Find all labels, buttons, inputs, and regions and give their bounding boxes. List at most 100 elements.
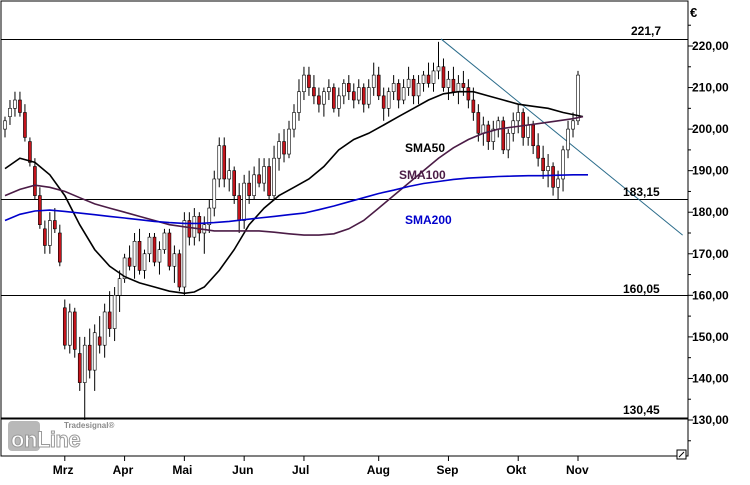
candle-body xyxy=(272,157,276,196)
x-tick-label: Jun xyxy=(232,463,253,477)
candle xyxy=(317,87,321,113)
candle xyxy=(142,249,147,279)
candle xyxy=(536,133,540,167)
candle xyxy=(107,291,112,337)
candle xyxy=(187,212,192,246)
x-tick-label: Apr xyxy=(113,463,134,477)
candle xyxy=(561,145,565,192)
candle-body xyxy=(322,91,326,105)
candle-body xyxy=(152,236,157,263)
candle-body xyxy=(282,141,286,155)
candle-body xyxy=(401,87,406,101)
x-tick-label: Nov xyxy=(566,463,589,477)
x-tick-label: Sep xyxy=(436,463,458,477)
level-label-160: 160,05 xyxy=(623,282,660,296)
candle xyxy=(117,270,122,312)
candle-body xyxy=(406,78,411,88)
candle xyxy=(302,66,306,101)
y-tick-label: 200,00 xyxy=(692,122,729,136)
y-tick-label: 150,00 xyxy=(692,330,729,344)
candle xyxy=(376,66,381,101)
candle-body xyxy=(371,74,376,88)
candle xyxy=(272,145,276,200)
candle xyxy=(58,224,62,267)
candle-body xyxy=(526,124,530,138)
candle-body xyxy=(496,120,501,130)
candle-body xyxy=(302,74,306,93)
currency-label: € xyxy=(690,5,697,20)
candle-body xyxy=(222,145,227,180)
candle xyxy=(172,245,177,283)
candle-body xyxy=(307,74,311,88)
candle-body xyxy=(312,87,316,97)
candle-body xyxy=(8,108,12,117)
candle-body xyxy=(132,241,137,267)
candle xyxy=(167,228,172,271)
x-tick-label: Okt xyxy=(506,463,526,477)
y-tick-label: 170,00 xyxy=(692,247,729,261)
candle xyxy=(386,87,391,117)
candle xyxy=(177,249,182,292)
candle xyxy=(87,328,92,379)
candle-body xyxy=(366,87,371,105)
tradesignal-logo: Tradesignal® onLine xyxy=(8,421,114,453)
candle-body xyxy=(62,307,67,346)
candle xyxy=(102,303,107,358)
candle-body xyxy=(28,141,32,163)
candle-body xyxy=(232,170,236,196)
candle-body xyxy=(247,182,251,196)
candle xyxy=(147,233,152,263)
candle xyxy=(351,83,356,109)
candle-body xyxy=(82,344,87,383)
candle xyxy=(252,166,256,200)
candle-body xyxy=(342,83,346,97)
candle xyxy=(506,129,511,159)
candle-body xyxy=(18,99,22,113)
candle xyxy=(297,79,301,121)
candle xyxy=(157,241,162,275)
candle-body xyxy=(351,91,356,101)
candle-body xyxy=(461,83,466,88)
sma200-line xyxy=(4,174,588,225)
y-tick-label: 160,00 xyxy=(692,288,729,302)
candle-body xyxy=(122,257,127,280)
candle xyxy=(232,166,236,204)
candle-body xyxy=(436,66,441,72)
candle xyxy=(33,158,37,200)
candle-body xyxy=(217,145,222,180)
candle-body xyxy=(87,344,92,371)
candle-body xyxy=(252,174,256,196)
candle-body xyxy=(431,70,436,84)
sma50-label: SMA50 xyxy=(405,141,445,155)
candle-body xyxy=(192,216,197,238)
level-label-221: 221,7 xyxy=(631,24,661,38)
candle xyxy=(137,228,142,275)
candle xyxy=(92,324,97,391)
candle-body xyxy=(97,336,102,346)
candle xyxy=(431,62,436,92)
candle-body xyxy=(327,87,331,93)
candle-body xyxy=(182,220,187,288)
candle xyxy=(212,170,217,217)
trendline xyxy=(440,38,683,236)
candle xyxy=(28,137,32,167)
candle-body xyxy=(531,124,535,147)
y-tick-label: 180,00 xyxy=(692,205,729,219)
candle xyxy=(332,83,336,113)
candle-body xyxy=(167,232,172,267)
candle xyxy=(43,220,47,254)
logo-brand: Tradesignal® xyxy=(64,421,114,430)
candle xyxy=(371,62,376,96)
candle xyxy=(516,104,521,134)
candle-body xyxy=(112,295,117,329)
candle-body xyxy=(177,253,182,288)
candle-body xyxy=(391,83,396,93)
resize-grip-icon[interactable] xyxy=(676,449,687,460)
candle-body xyxy=(212,178,217,209)
candle-body xyxy=(571,120,575,130)
candle xyxy=(192,208,197,246)
candle-body xyxy=(267,166,271,196)
candle-body xyxy=(162,232,167,250)
candle-body xyxy=(317,95,321,105)
